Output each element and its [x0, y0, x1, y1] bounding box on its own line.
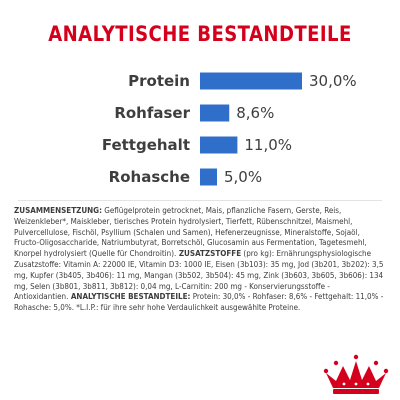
bar-fettgehalt	[200, 136, 238, 154]
analytical-text: Protein: 30,0% - Rohfaser: 8,6% - Fettge…	[14, 292, 384, 313]
value-label-fettgehalt: 11,0%	[244, 136, 292, 154]
composition-heading: ZUSAMMENSETZUNG:	[14, 206, 102, 215]
value-label-protein: 30,0%	[309, 72, 357, 90]
composition-text: ZUSAMMENSETZUNG: Geflügelprotein getrock…	[14, 206, 386, 314]
category-label-rohasche: Rohasche	[109, 168, 190, 186]
bar-rohfaser	[200, 104, 230, 122]
composition-ingredients: Geflügelprotein getrocknet, Mais, pflanz…	[14, 206, 367, 259]
analytical-bar-chart: Protein 30,0% Rohfaser 8,6% Fettgehalt 11,0% R…	[102, 72, 357, 186]
bar-rohasche	[200, 168, 217, 186]
section-title: ANALYTISCHE BESTANDTEILE	[48, 22, 352, 46]
category-label-rohfaser: Rohfaser	[114, 104, 190, 122]
additives-text: (pro kg): Ernährungsphysiologische Zusat…	[14, 249, 384, 302]
royal-canin-crown-logo	[323, 354, 389, 394]
value-label-rohasche: 5,0%	[224, 168, 262, 186]
analytical-heading: ANALYTISCHE BESTANDTEILE:	[68, 292, 191, 302]
additives-heading: ZUSATZSTOFFE	[176, 249, 242, 259]
category-label-protein: Protein	[128, 72, 190, 90]
divider	[18, 200, 382, 201]
bar-protein	[200, 72, 302, 90]
value-label-rohfaser: 8,6%	[236, 104, 274, 122]
category-label-fettgehalt: Fettgehalt	[102, 136, 190, 154]
